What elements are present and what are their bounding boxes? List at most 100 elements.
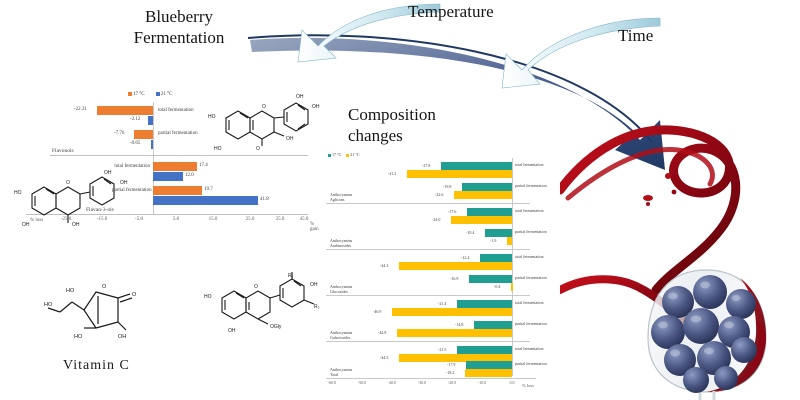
composition-changes-title: Composition changes xyxy=(348,104,478,147)
series-row-label-text: partial fermentation xyxy=(515,275,547,280)
svg-text:R₁: R₁ xyxy=(288,273,294,279)
table-row xyxy=(457,300,512,308)
left-chart-plot: -22.31 -2.12 total fermentation -7.76 -0… xyxy=(8,100,319,232)
bar-value: -7.76 xyxy=(114,131,125,136)
svg-text:O: O xyxy=(254,284,258,290)
x-tick: -20.0 xyxy=(447,380,457,385)
bar-value: -22.31 xyxy=(74,107,87,112)
table-row xyxy=(399,354,512,362)
svg-text:OH: OH xyxy=(228,328,236,334)
series-row-label: total fermentation xyxy=(515,300,544,306)
x-tick: 45.0 xyxy=(299,217,309,222)
svg-text:HO: HO xyxy=(66,288,75,294)
svg-text:OH: OH xyxy=(312,104,320,110)
svg-text:O: O xyxy=(262,104,266,110)
category-label: total fermentation xyxy=(112,164,150,170)
axis-baseline xyxy=(326,378,536,379)
bar-value: 17.4 xyxy=(199,163,208,168)
flavonoid-change-chart: 17 °C 21 °C -22.31 -2.12 total fermentat… xyxy=(8,92,319,240)
x-tick: -40.0 xyxy=(387,380,397,385)
bar-value: -24.0 xyxy=(432,217,441,222)
table-row xyxy=(151,140,153,149)
series-row-label: total fermentation xyxy=(515,162,544,168)
series-row-label: partial fermentation xyxy=(515,275,547,281)
process-arrows-graphic xyxy=(247,3,665,171)
series-row-label-text: total fermentation xyxy=(515,162,544,167)
x-tick: -15.0 xyxy=(96,217,108,222)
x-tick: 15.0 xyxy=(208,217,218,222)
table-row xyxy=(451,216,512,224)
series-row-label-text: total fermentation xyxy=(515,254,544,259)
x-tick: -30.0 xyxy=(417,380,427,385)
group-label-galactosides: Anthocyanins Galactosides xyxy=(330,330,353,340)
series-row-label-text: total fermentation xyxy=(515,346,544,351)
series-row-label-text: partial fermentation xyxy=(515,321,547,326)
table-row xyxy=(485,229,512,237)
table-row xyxy=(392,308,512,316)
group-divider xyxy=(326,341,530,342)
catechin-flavan3ol-structure: OH OH HO O OH OH xyxy=(14,170,128,228)
left-chart-zero-axis xyxy=(153,102,154,214)
table-row xyxy=(153,172,183,181)
composition-line2: changes xyxy=(348,126,403,146)
table-row xyxy=(466,361,512,369)
x-tick: 25.0 xyxy=(245,217,255,222)
series-row-label: total fermentation xyxy=(515,346,544,352)
series-row-label: total fermentation xyxy=(515,254,544,260)
x-tick: -60.0 xyxy=(327,380,337,385)
bar-value: -27.8 xyxy=(422,163,431,168)
bar-value: -0.65 xyxy=(130,141,141,146)
svg-text:OH: OH xyxy=(104,170,112,176)
category-label-text: partial fermentation xyxy=(158,131,198,136)
series-row-label-text: partial fermentation xyxy=(515,361,547,366)
bar-value: -22.6 xyxy=(435,192,444,197)
x-axis-label-loss: % loss xyxy=(522,383,534,388)
bar-value: -18.2 xyxy=(446,370,455,375)
table-row xyxy=(153,162,197,171)
svg-text:R₂: R₂ xyxy=(314,304,320,310)
svg-text:HO: HO xyxy=(204,294,212,300)
series-row-label: partial fermentation xyxy=(515,229,547,235)
table-row xyxy=(407,170,512,178)
legend-item-17c: 17 °C xyxy=(128,92,150,97)
x-tick: -10.0 xyxy=(477,380,487,385)
table-row xyxy=(462,183,512,191)
time-label: Time xyxy=(618,26,654,45)
x-tick: 35.0 xyxy=(275,217,285,222)
blueberry-line1: Blueberry xyxy=(145,7,213,26)
composition-line1: Composition xyxy=(348,105,436,124)
group-label-glucosides: Anthocyanins Glucosides xyxy=(330,284,353,294)
category-label-text: total fermentation xyxy=(114,164,150,169)
group-divider xyxy=(326,203,530,204)
table-row xyxy=(507,237,512,245)
bar-value: -44.3 xyxy=(380,263,389,268)
table-row xyxy=(153,186,202,195)
svg-text:HO: HO xyxy=(14,190,22,196)
x-tick: -5.0 xyxy=(135,217,143,222)
wine-glass-with-blueberries-image xyxy=(560,125,767,400)
table-row xyxy=(97,106,153,115)
right-chart-zero-axis xyxy=(512,158,513,376)
table-row xyxy=(454,191,512,199)
bar-value: -21.5 xyxy=(438,347,447,352)
group-divider xyxy=(326,295,530,296)
bar-value: -41.2 xyxy=(388,171,397,176)
group-label-aglicons: Anthocyanins Aglicons xyxy=(330,192,353,202)
svg-text:O: O xyxy=(66,180,70,186)
category-label-text: partial fermentation xyxy=(112,188,152,193)
bar-value: 19.7 xyxy=(204,187,213,192)
quercetin-flavonol-structure: OH OH HO O OH HO O xyxy=(208,94,320,152)
svg-text:OH: OH xyxy=(118,334,126,340)
series-row-label: total fermentation xyxy=(515,208,544,214)
table-row xyxy=(441,162,512,170)
x-tick: 0.0 xyxy=(509,380,515,385)
svg-text:O: O xyxy=(132,292,137,298)
svg-text:OH: OH xyxy=(72,222,80,228)
table-row xyxy=(153,196,258,205)
svg-text:OGly: OGly xyxy=(270,324,282,330)
x-tick: 5.0 xyxy=(172,217,180,222)
anthocyanin-change-chart: 17 °C 21 °C -27.8 -41.2 total fermentati… xyxy=(326,152,547,396)
table-row xyxy=(469,275,512,283)
ascorbic-acid-structure: HO O O HO HO OH xyxy=(44,284,137,340)
svg-text:OH: OH xyxy=(296,94,304,100)
